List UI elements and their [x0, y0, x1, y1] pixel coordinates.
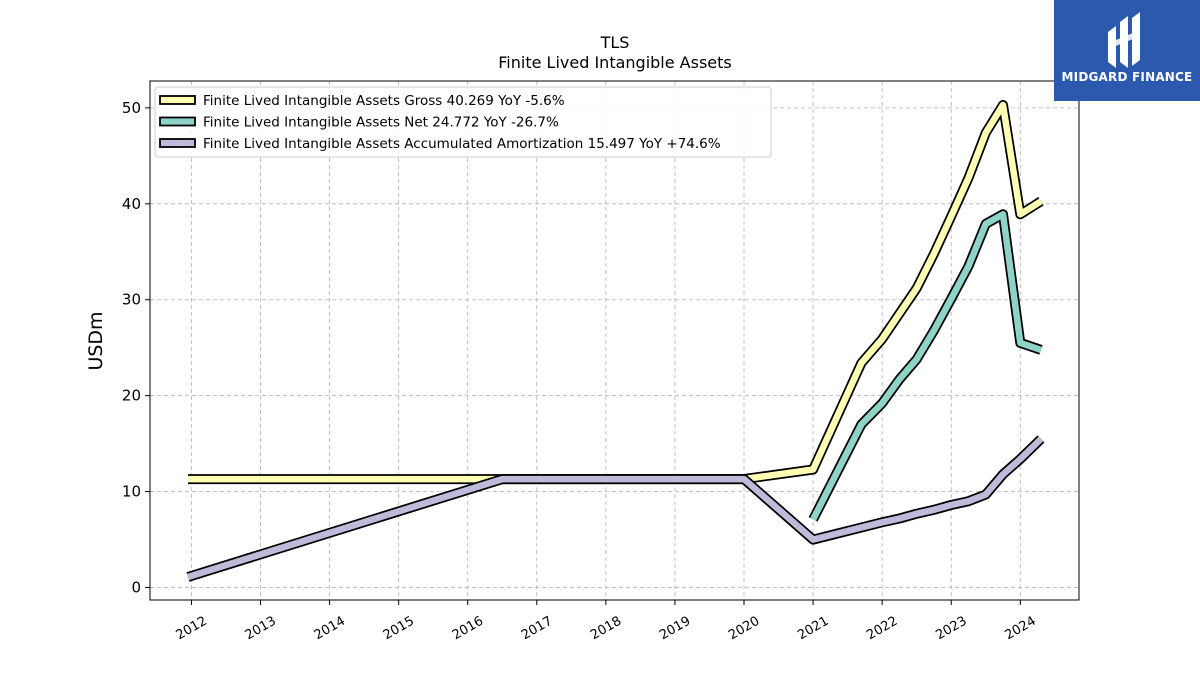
x-tick-label: 2012 [174, 614, 210, 644]
x-tick-label: 2021 [795, 614, 831, 644]
series-line [188, 101, 1043, 483]
grid [150, 81, 1079, 600]
legend-box [154, 86, 772, 158]
y-tick-label: 30 [122, 291, 141, 309]
legend: Finite Lived Intangible Assets Gross 40.… [154, 86, 772, 158]
y-tick-label: 50 [122, 99, 141, 117]
series-3 [186, 435, 1045, 582]
brand-logo: MIDGARD FINANCE [1054, 0, 1200, 101]
x-tick-label: 2014 [312, 614, 348, 644]
x-tick-label: 2018 [588, 614, 624, 644]
series-line [187, 436, 1044, 581]
series-line [810, 211, 1043, 521]
series-2 [808, 209, 1043, 522]
legend-swatch [159, 138, 196, 148]
y-tick-label: 0 [131, 579, 141, 597]
legend-entry-label: Finite Lived Intangible Assets Net 24.77… [203, 115, 559, 131]
series-1 [188, 100, 1044, 485]
x-tick-label: 2023 [933, 614, 969, 644]
x-tick-label: 2022 [864, 614, 900, 644]
chart-title: TLS [600, 33, 630, 52]
legend-entry-label: Finite Lived Intangible Assets Accumulat… [203, 136, 721, 152]
x-tick-label: 2019 [657, 614, 693, 644]
logo-mark-icon [1108, 12, 1140, 68]
y-tick-label: 10 [122, 483, 141, 501]
series-lines [186, 100, 1045, 582]
x-tick-label: 2015 [381, 614, 417, 644]
y-tick-label: 40 [122, 195, 141, 213]
x-tick-label: 2020 [726, 614, 762, 644]
x-tick-label: 2017 [519, 614, 555, 644]
x-tick-label: 2013 [243, 614, 279, 644]
y-axis-label: USDm [85, 311, 107, 370]
x-axis-ticks: 2012 2013 2014 2015 2016 2017 2018 2019 2020 2021… [174, 600, 1039, 643]
legend-entry-label: Finite Lived Intangible Assets Gross 40.… [203, 93, 565, 109]
y-tick-label: 20 [122, 387, 141, 405]
x-tick-label: 2016 [450, 614, 486, 644]
chart-subtitle: Finite Lived Intangible Assets [498, 53, 731, 72]
series-line-outline [186, 435, 1045, 582]
plot-frame [149, 80, 1080, 601]
logo-text: MIDGARD FINANCE [1061, 70, 1193, 84]
x-tick-label: 2024 [1002, 614, 1038, 644]
legend-swatch [159, 95, 196, 105]
legend-swatch [159, 116, 196, 127]
y-axis-ticks: 0 10 20 30 40 50 [122, 99, 150, 597]
